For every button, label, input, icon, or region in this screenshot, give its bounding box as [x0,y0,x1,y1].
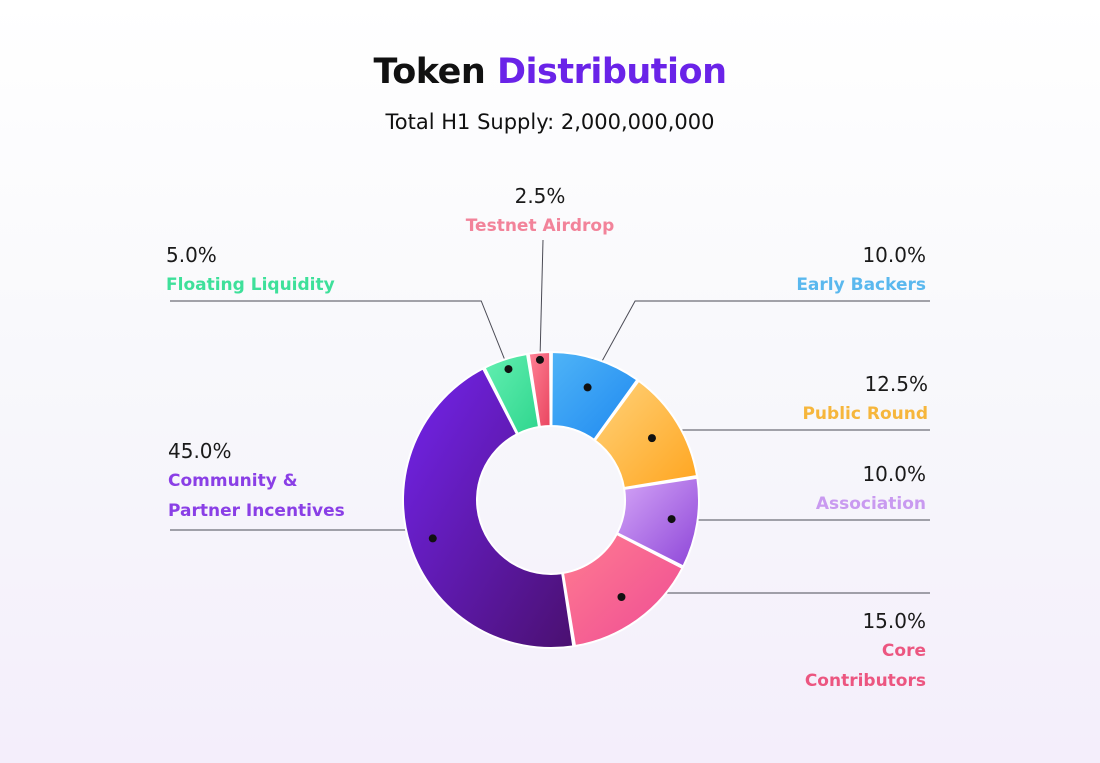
category-label: Early Backers [796,275,926,295]
value-label: 10.0% [862,462,926,486]
category-label: Contributors [805,671,926,691]
category-label: Partner Incentives [168,501,345,521]
category-label: Testnet Airdrop [466,216,615,236]
slice-association [615,476,700,568]
leader-line [170,300,509,370]
leader-dot [583,383,592,392]
leader-line [539,239,544,360]
chart-subtitle: Total H1 Supply: 2,000,000,000 [385,110,715,134]
value-label: 2.5% [515,184,566,208]
slice-public-round [593,379,699,490]
value-label: 12.5% [864,372,928,396]
value-label: 10.0% [862,243,926,267]
category-label: Public Round [802,404,928,424]
leader-line [671,518,930,521]
leader-dot [667,515,676,524]
leader-line [651,429,930,439]
leader-dot [428,534,437,543]
leader-dots [428,355,676,601]
value-label: 5.0% [166,243,217,267]
slice-core-contributors [561,532,684,648]
leader-line [170,529,434,539]
donut-slices [402,350,700,649]
value-label: 45.0% [168,439,232,463]
leader-dot [504,365,513,374]
chart-title: Token Distribution [0,52,1100,92]
value-label: 15.0% [862,609,926,633]
title-word-distribution: Distribution [496,52,727,92]
slice-floating-liquidity [483,352,541,436]
slice-labels: 10.0% Early Backers 12.5% Public Round 10.0%… [166,184,928,691]
leader-dot [617,592,626,601]
slice-community-partner-incentives [402,367,575,649]
leader-dot [647,434,656,443]
leader-line [587,300,930,388]
category-label: Community & [168,471,298,491]
slice-early-backers [550,350,639,442]
leader-dot [535,355,544,364]
category-label: Association [816,494,926,514]
category-label: Core [882,641,926,661]
category-label: Floating Liquidity [166,275,335,295]
slice-testnet-airdrop [527,350,552,428]
leader-line [621,592,930,598]
title-word-token: Token [373,52,486,92]
